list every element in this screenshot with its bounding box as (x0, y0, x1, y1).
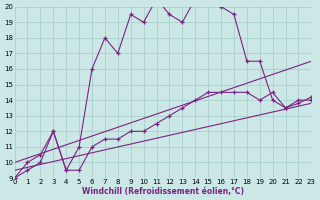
X-axis label: Windchill (Refroidissement éolien,°C): Windchill (Refroidissement éolien,°C) (82, 187, 244, 196)
